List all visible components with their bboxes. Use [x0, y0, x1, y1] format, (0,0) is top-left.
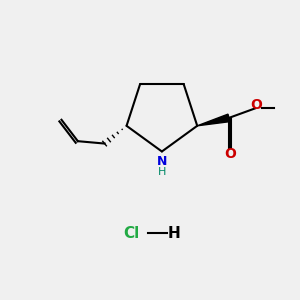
- Text: H: H: [168, 226, 181, 241]
- Text: N: N: [157, 155, 168, 168]
- Text: O: O: [250, 98, 262, 112]
- Polygon shape: [197, 114, 230, 126]
- Text: Cl: Cl: [123, 226, 140, 241]
- Text: O: O: [224, 147, 236, 161]
- Text: H: H: [158, 167, 167, 177]
